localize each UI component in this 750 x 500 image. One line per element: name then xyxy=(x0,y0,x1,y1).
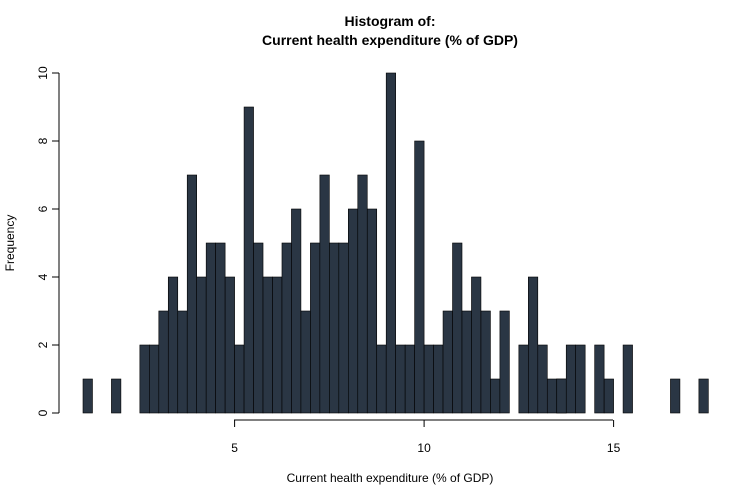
x-tick-label: 5 xyxy=(231,441,238,455)
y-axis-ticks: 0 2 4 6 8 10 xyxy=(36,66,59,416)
histogram-bar xyxy=(319,174,330,414)
histogram-bar xyxy=(300,310,311,414)
histogram-bar xyxy=(234,344,245,414)
histogram-bar xyxy=(329,242,340,414)
y-tick-label: 0 xyxy=(36,409,50,416)
y-axis-label: Frequency xyxy=(3,215,17,272)
x-tick-label: 15 xyxy=(607,441,621,455)
histogram-bar xyxy=(537,344,548,414)
chart-title-line2: Current health expenditure (% of GDP) xyxy=(262,32,518,48)
histogram-bars xyxy=(82,72,709,414)
histogram-bar xyxy=(594,344,605,414)
histogram-bar xyxy=(499,310,510,414)
x-axis-label: Current health expenditure (% of GDP) xyxy=(287,471,494,485)
histogram-bar xyxy=(82,378,93,414)
histogram-bar xyxy=(471,276,482,414)
histogram-bar xyxy=(272,276,283,414)
histogram-bar xyxy=(281,242,292,414)
chart-title-line1: Histogram of: xyxy=(345,13,436,29)
x-tick-label: 10 xyxy=(417,441,431,455)
y-tick-label: 2 xyxy=(36,341,50,348)
histogram-bar xyxy=(556,378,567,414)
histogram-bar xyxy=(338,242,349,414)
histogram-bar xyxy=(546,378,558,414)
histogram-bar xyxy=(565,344,576,414)
histogram-bar xyxy=(461,310,472,414)
histogram-bar xyxy=(385,72,396,414)
histogram-bar xyxy=(215,242,226,414)
histogram-bar xyxy=(528,276,539,414)
histogram-bar xyxy=(149,344,160,414)
histogram-bar xyxy=(158,310,169,414)
histogram-bar xyxy=(442,310,453,414)
histogram-bar xyxy=(575,344,586,414)
histogram-bar xyxy=(452,242,463,414)
histogram-bar xyxy=(224,276,235,414)
histogram-bar xyxy=(698,378,709,414)
histogram-bar xyxy=(196,276,207,414)
histogram-bar xyxy=(423,344,434,414)
histogram-bar xyxy=(404,344,415,414)
histogram-bar xyxy=(433,344,444,414)
histogram-bar xyxy=(186,174,198,414)
histogram-bar xyxy=(253,242,264,414)
histogram-bar xyxy=(310,242,321,414)
histogram-bar xyxy=(622,344,633,414)
histogram-bar xyxy=(243,106,254,414)
histogram-bar xyxy=(414,140,425,414)
histogram-bar xyxy=(518,344,529,414)
x-axis-ticks: 5 10 15 xyxy=(231,420,621,455)
histogram-bar xyxy=(177,310,188,414)
y-tick-label: 4 xyxy=(36,273,50,280)
y-tick-label: 10 xyxy=(36,66,50,80)
histogram-bar xyxy=(291,208,302,414)
histogram-bar xyxy=(480,310,491,414)
histogram-bar xyxy=(376,344,387,414)
histogram-bar xyxy=(262,276,273,414)
histogram-bar xyxy=(205,242,216,414)
histogram-bar xyxy=(357,174,368,414)
y-tick-label: 6 xyxy=(36,205,50,212)
histogram-bar xyxy=(366,208,378,414)
histogram-bar xyxy=(395,344,406,414)
histogram-bar xyxy=(167,276,179,414)
histogram-bar xyxy=(603,378,614,414)
histogram-bar xyxy=(139,344,150,414)
histogram-bar xyxy=(490,378,501,414)
y-tick-label: 8 xyxy=(36,137,50,144)
histogram-bar xyxy=(347,208,359,414)
histogram-bar xyxy=(670,378,681,414)
histogram-bar xyxy=(111,378,122,414)
